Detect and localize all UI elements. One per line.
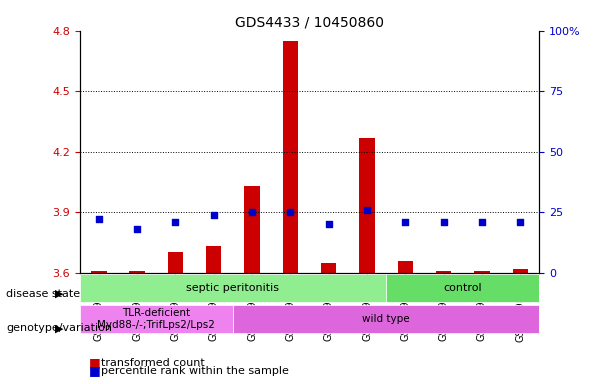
Bar: [168, 252, 183, 273]
Text: percentile rank within the sample: percentile rank within the sample: [101, 366, 289, 376]
FancyBboxPatch shape: [80, 274, 386, 302]
Point: [286, 209, 295, 215]
Point: [400, 219, 410, 225]
Text: control: control: [443, 283, 482, 293]
Title: GDS4433 / 10450860: GDS4433 / 10450860: [235, 16, 384, 30]
Point: [516, 219, 525, 225]
Text: ■: ■: [89, 364, 101, 377]
Bar: [359, 137, 375, 273]
Text: genotype/variation: genotype/variation: [6, 323, 112, 333]
Point: [209, 212, 219, 218]
Point: [477, 219, 487, 225]
Point: [324, 221, 333, 227]
Point: [439, 219, 449, 225]
Bar: [206, 247, 221, 273]
Point: [362, 207, 372, 213]
Text: ■: ■: [89, 356, 101, 369]
Text: disease state: disease state: [6, 289, 80, 299]
FancyBboxPatch shape: [233, 305, 539, 333]
Text: TLR-deficient
Myd88-/-;TrifLps2/Lps2: TLR-deficient Myd88-/-;TrifLps2/Lps2: [97, 308, 215, 330]
Point: [132, 226, 142, 232]
Bar: [398, 260, 413, 273]
Bar: [321, 263, 337, 273]
Bar: [474, 271, 490, 273]
Text: transformed count: transformed count: [101, 358, 205, 368]
Point: [247, 209, 257, 215]
Text: wild type: wild type: [362, 314, 410, 324]
Bar: [129, 271, 145, 273]
Bar: [512, 268, 528, 273]
FancyBboxPatch shape: [386, 274, 539, 302]
Point: [94, 216, 104, 222]
Text: ▶: ▶: [55, 323, 64, 333]
Bar: [245, 186, 260, 273]
Bar: [283, 41, 298, 273]
Bar: [91, 271, 107, 273]
Point: [170, 219, 180, 225]
FancyBboxPatch shape: [80, 305, 233, 333]
Text: ▶: ▶: [55, 289, 64, 299]
Text: septic peritonitis: septic peritonitis: [186, 283, 280, 293]
Bar: [436, 271, 451, 273]
